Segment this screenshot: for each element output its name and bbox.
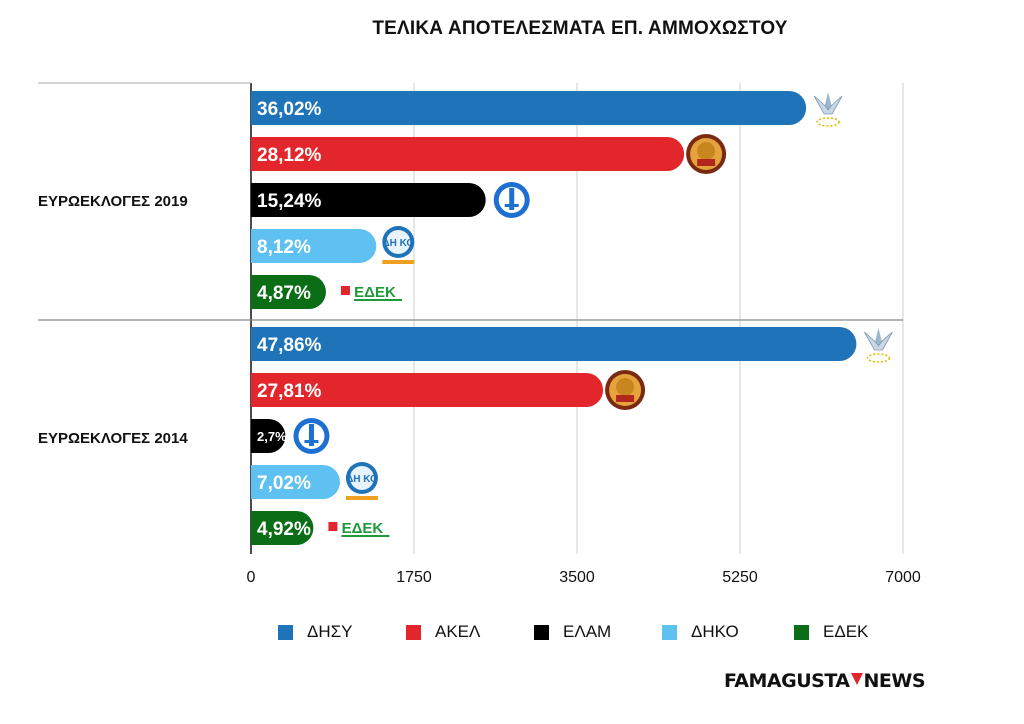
bar bbox=[251, 275, 326, 309]
edek-logo-icon: ΕΔΕΚ bbox=[328, 520, 390, 537]
legend-item: ΕΛΑΜ bbox=[534, 622, 662, 642]
edek-logo-icon: ΕΔΕΚ bbox=[340, 284, 402, 301]
elam-logo-icon bbox=[493, 182, 530, 218]
legend-item: ΔΗΣΥ bbox=[278, 622, 406, 642]
legend-label: ΕΛΑΜ bbox=[563, 622, 612, 641]
diko-logo-icon: ΔΗ ΚΟ bbox=[382, 226, 414, 264]
svg-text:ΕΔΕΚ: ΕΔΕΚ bbox=[342, 520, 384, 537]
brand-left: FAMAGUSTA bbox=[724, 670, 850, 692]
legend-item: ΑΚΕΛ bbox=[406, 622, 534, 642]
bar-value-label: 4,92% bbox=[257, 519, 311, 540]
bar-ΕΔΕΚ: 4,92% ΕΔΕΚ bbox=[251, 511, 390, 545]
legend-swatch bbox=[278, 624, 293, 640]
legend-swatch bbox=[534, 624, 549, 640]
bar-ΔΗΚΟ: 8,12% ΔΗ ΚΟ bbox=[251, 226, 414, 264]
bar-value-label: 4,87% bbox=[257, 283, 311, 304]
legend-swatch bbox=[406, 624, 421, 640]
legend-item: ΔΗΚΟ bbox=[662, 622, 794, 642]
bar-ΔΗΣΥ: 47,86% bbox=[251, 327, 893, 363]
bar-ΔΗΚΟ: 7,02% ΔΗ ΚΟ bbox=[251, 462, 378, 500]
akel-logo-icon bbox=[605, 370, 646, 410]
bar-value-label: 28,12% bbox=[257, 145, 322, 166]
bar bbox=[251, 183, 486, 217]
disy-logo-icon bbox=[864, 328, 893, 363]
x-tick-label: 7000 bbox=[885, 569, 921, 586]
legend-label: ΔΗΚΟ bbox=[691, 622, 739, 641]
elam-logo-icon bbox=[293, 418, 330, 454]
bar-ΕΛΑΜ: 15,24% bbox=[251, 182, 530, 218]
legend-label: ΕΔΕΚ bbox=[823, 622, 869, 641]
bar-value-label: 8,12% bbox=[257, 237, 311, 258]
legend: ΔΗΣΥ ΑΚΕΛ ΕΛΑΜ ΔΗΚΟ ΕΔΕΚ bbox=[278, 622, 894, 642]
bar-value-label: 27,81% bbox=[257, 381, 322, 402]
bar-ΕΔΕΚ: 4,87% ΕΔΕΚ bbox=[251, 275, 402, 309]
bar bbox=[251, 229, 377, 263]
x-tick-label: 5250 bbox=[722, 569, 758, 586]
group-label: ΕΥΡΩΕΚΛΟΓΕΣ 2019 bbox=[38, 193, 188, 210]
svg-text:ΔΗ ΚΟ: ΔΗ ΚΟ bbox=[382, 238, 414, 249]
bar bbox=[251, 373, 604, 407]
bar-value-label: 2,7% bbox=[257, 429, 287, 444]
disy-logo-icon bbox=[813, 92, 843, 127]
bar bbox=[251, 465, 340, 499]
brand-right: NEWS bbox=[863, 670, 926, 692]
group-label: ΕΥΡΩΕΚΛΟΓΕΣ 2014 bbox=[38, 430, 188, 447]
bar bbox=[251, 137, 685, 171]
bar bbox=[251, 327, 857, 361]
bar-value-label: 7,02% bbox=[257, 473, 311, 494]
bar-ΔΗΣΥ: 36,02% bbox=[251, 91, 843, 127]
famagusta-news-logo: FAMAGUSTA NEWS bbox=[724, 670, 926, 692]
legend-label: ΑΚΕΛ bbox=[435, 622, 481, 641]
legend-swatch bbox=[794, 624, 809, 640]
x-tick-label: 3500 bbox=[559, 569, 595, 586]
x-tick-label: 1750 bbox=[396, 569, 432, 586]
x-tick-label: 0 bbox=[247, 569, 256, 586]
bar-ΕΛΑΜ: 2,7% bbox=[251, 418, 330, 454]
bar bbox=[251, 511, 314, 545]
bar bbox=[251, 419, 286, 453]
bar-ΑΚΕΛ: 27,81% bbox=[251, 370, 646, 410]
legend-swatch bbox=[662, 624, 677, 640]
svg-text:ΕΔΕΚ: ΕΔΕΚ bbox=[354, 284, 396, 301]
akel-logo-icon bbox=[686, 134, 727, 174]
bar-value-label: 15,24% bbox=[257, 191, 322, 212]
legend-item: ΕΔΕΚ bbox=[794, 622, 894, 642]
svg-text:ΔΗ ΚΟ: ΔΗ ΚΟ bbox=[346, 474, 378, 485]
brand-triangle-icon bbox=[850, 673, 863, 685]
bar-value-label: 47,86% bbox=[257, 335, 322, 356]
legend-label: ΔΗΣΥ bbox=[307, 622, 353, 641]
bar bbox=[251, 91, 807, 125]
bar-ΑΚΕΛ: 28,12% bbox=[251, 134, 727, 174]
bar-value-label: 36,02% bbox=[257, 99, 322, 120]
chart-title: ΤΕΛΙΚΑ ΑΠΟΤΕΛΕΣΜΑΤΑ ΕΠ. ΑΜΜΟΧΩΣΤΟΥ bbox=[372, 18, 788, 39]
diko-logo-icon: ΔΗ ΚΟ bbox=[345, 462, 378, 500]
